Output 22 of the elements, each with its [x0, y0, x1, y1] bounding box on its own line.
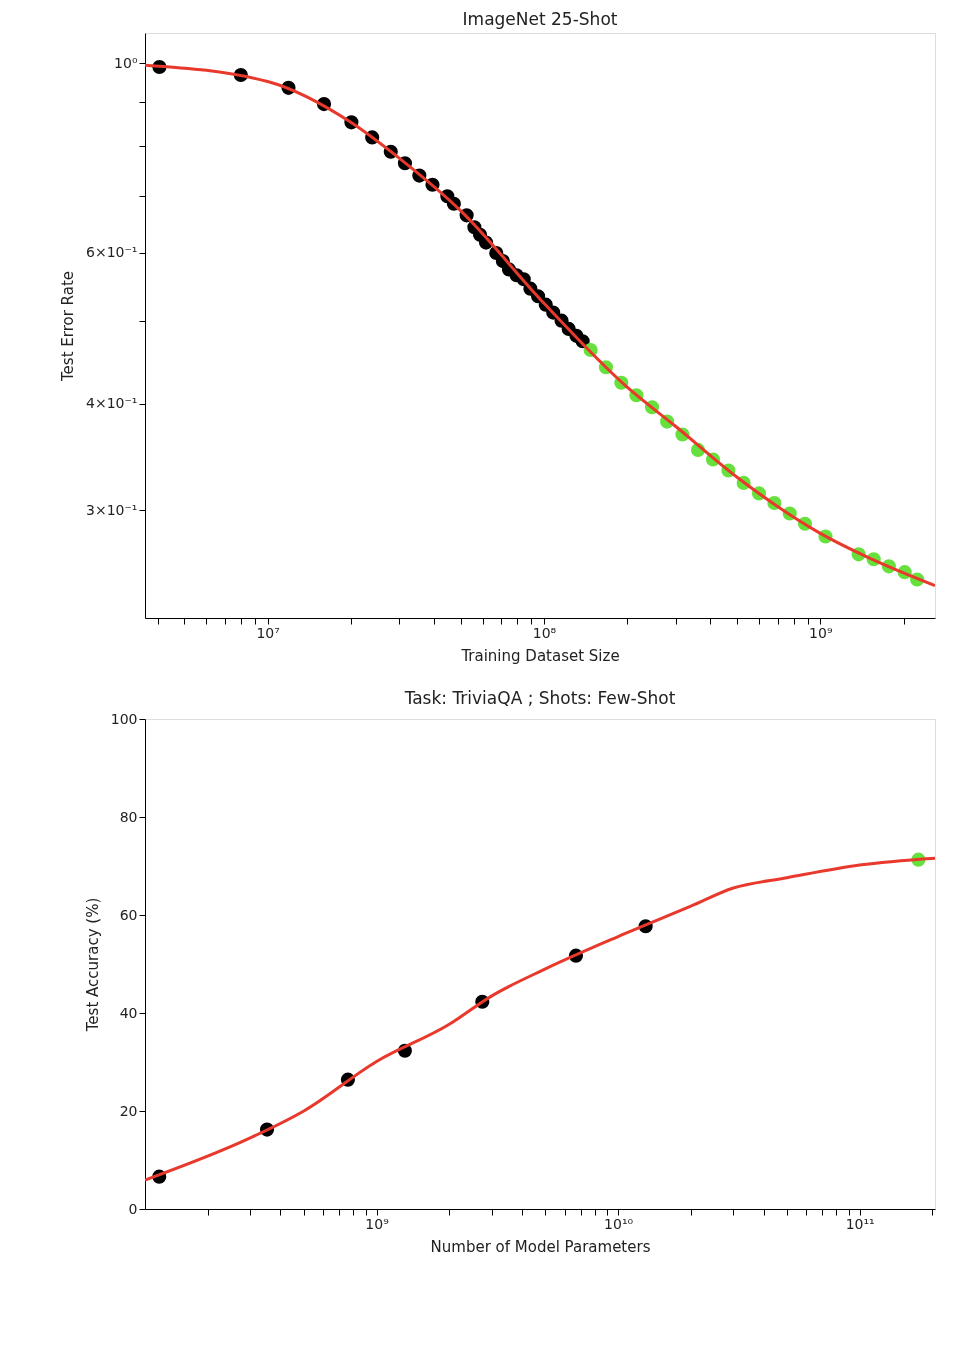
y-tick-label: 100 — [110, 710, 138, 727]
x-tick-label: 10⁸ — [532, 624, 557, 641]
y-tick-label: 80 — [119, 808, 138, 825]
chart-title: Task: TriviaQA ; Shots: Few-Shot — [403, 688, 676, 708]
x-tick-label: 10¹⁰ — [604, 1215, 634, 1232]
chart-title: ImageNet 25-Shot — [462, 9, 618, 29]
x-axis-title: Number of Model Parameters — [430, 1237, 651, 1256]
y-tick-label: 3×10⁻¹ — [86, 501, 138, 518]
x-tick-label: 10⁹ — [365, 1215, 390, 1232]
y-tick-label: 60 — [119, 906, 138, 923]
x-tick-label: 10⁹ — [809, 624, 833, 641]
y-tick-label: 20 — [119, 1102, 138, 1119]
y-tick-label: 10⁰ — [114, 54, 138, 71]
y-axis-title: Test Error Rate — [59, 270, 78, 383]
y-tick-label: 0 — [128, 1200, 138, 1217]
y-tick-label: 40 — [119, 1004, 138, 1021]
x-axis-title: Training Dataset Size — [460, 646, 620, 665]
x-tick-label: 10¹¹ — [845, 1215, 875, 1232]
y-axis-title: Test Accuracy (%) — [83, 897, 102, 1033]
y-tick-label: 6×10⁻¹ — [86, 244, 138, 261]
x-tick-label: 10⁷ — [256, 624, 280, 641]
y-tick-label: 4×10⁻¹ — [86, 395, 138, 412]
